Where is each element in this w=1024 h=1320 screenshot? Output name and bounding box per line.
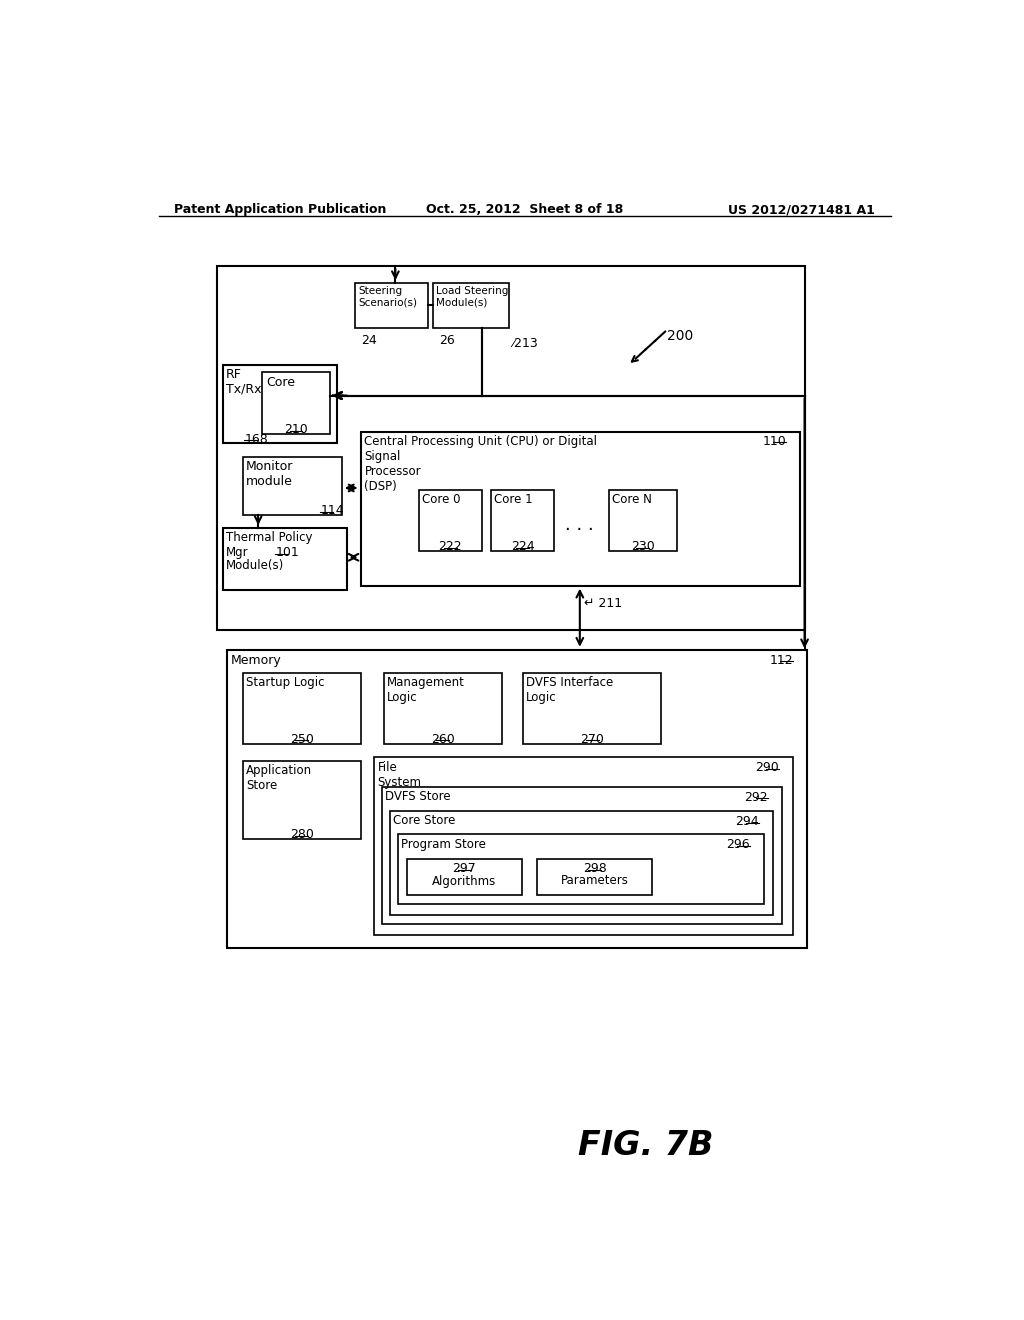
Text: Memory: Memory [231, 653, 282, 667]
Text: 224: 224 [511, 540, 535, 553]
Text: 110: 110 [762, 434, 786, 447]
Text: Patent Application Publication: Patent Application Publication [174, 203, 387, 216]
Text: 222: 222 [438, 540, 462, 553]
Bar [523, 673, 662, 743]
Text: 101: 101 [275, 546, 299, 560]
Bar [384, 673, 502, 743]
Text: Core 1: Core 1 [494, 492, 532, 506]
Text: Core: Core [266, 376, 295, 389]
Text: 297: 297 [453, 862, 476, 875]
Bar [382, 787, 782, 924]
Text: 260: 260 [431, 733, 455, 746]
Bar [355, 284, 428, 327]
Text: ↵ 211: ↵ 211 [584, 598, 622, 610]
Text: Load Steering
Module(s): Load Steering Module(s) [435, 286, 508, 308]
Text: 168: 168 [245, 433, 268, 446]
Text: Thermal Policy
Mgr: Thermal Policy Mgr [225, 531, 312, 560]
Bar [243, 673, 360, 743]
Text: 294: 294 [735, 816, 759, 828]
Text: DVFS Interface
Logic: DVFS Interface Logic [526, 676, 613, 704]
Text: Steering
Scenario(s): Steering Scenario(s) [358, 286, 417, 308]
Text: 290: 290 [756, 762, 779, 775]
Bar [227, 649, 807, 949]
Text: 112: 112 [769, 653, 793, 667]
Bar [217, 267, 805, 630]
Text: . . .: . . . [565, 516, 594, 535]
Bar [407, 859, 521, 895]
Text: 230: 230 [631, 540, 654, 553]
Bar [397, 834, 764, 904]
Text: RF
Tx/Rx: RF Tx/Rx [225, 368, 261, 396]
Text: Program Store: Program Store [400, 838, 485, 850]
Text: Management
Logic: Management Logic [387, 676, 465, 704]
Bar [243, 760, 360, 840]
Text: 298: 298 [583, 862, 606, 875]
Text: DVFS Store: DVFS Store [385, 789, 451, 803]
Text: 200: 200 [667, 330, 693, 343]
Text: 114: 114 [321, 504, 344, 517]
Text: Core 0: Core 0 [422, 492, 460, 506]
Text: Module(s): Module(s) [225, 558, 284, 572]
Text: 292: 292 [744, 791, 768, 804]
Bar [390, 812, 773, 915]
Text: Monitor
module: Monitor module [246, 461, 293, 488]
Bar [375, 758, 793, 935]
Bar [262, 372, 331, 434]
Text: ⁄213: ⁄213 [512, 337, 539, 350]
Text: Application
Store: Application Store [246, 763, 312, 792]
Bar [222, 528, 346, 590]
Bar [243, 457, 342, 515]
Bar [360, 432, 800, 586]
Text: FIG. 7B: FIG. 7B [578, 1129, 713, 1162]
Bar [608, 490, 677, 552]
Text: 210: 210 [285, 424, 308, 437]
Bar [490, 490, 554, 552]
Text: Core N: Core N [611, 492, 651, 506]
Text: 270: 270 [581, 733, 604, 746]
Text: Core Store: Core Store [393, 814, 456, 828]
Text: Startup Logic: Startup Logic [246, 676, 325, 689]
Text: Central Processing Unit (CPU) or Digital
Signal
Processor
(DSP): Central Processing Unit (CPU) or Digital… [365, 434, 597, 492]
Text: 250: 250 [290, 733, 313, 746]
Bar [419, 490, 482, 552]
Text: File
System: File System [378, 760, 422, 788]
Text: 280: 280 [290, 829, 313, 841]
Text: Algorithms: Algorithms [432, 875, 497, 887]
Text: 24: 24 [361, 334, 377, 347]
Text: Oct. 25, 2012  Sheet 8 of 18: Oct. 25, 2012 Sheet 8 of 18 [426, 203, 624, 216]
Bar [222, 364, 337, 444]
Bar [432, 284, 509, 327]
Text: 296: 296 [726, 838, 750, 851]
Text: US 2012/0271481 A1: US 2012/0271481 A1 [728, 203, 876, 216]
Text: Parameters: Parameters [560, 875, 629, 887]
Text: 26: 26 [438, 334, 455, 347]
Bar [538, 859, 652, 895]
